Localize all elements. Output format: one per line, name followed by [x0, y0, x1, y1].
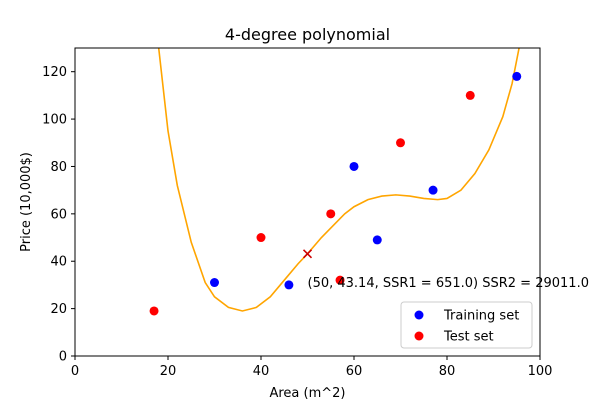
- training-point: [428, 185, 438, 195]
- training-point: [210, 278, 219, 288]
- legend-box: [400, 301, 533, 349]
- prediction-annotation: (50, 43.14, SSR1 = 651.0) SSR2 = 29011.0: [308, 276, 589, 291]
- plot-data-group: [149, 48, 522, 316]
- y-tick-label: 40: [50, 255, 67, 270]
- y-axis-label: Price (10,000$): [19, 152, 34, 252]
- training-point: [284, 280, 294, 290]
- legend-marker: [414, 331, 424, 341]
- test-point: [256, 233, 266, 243]
- training-point: [349, 161, 359, 171]
- legend-label: Test set: [443, 330, 494, 345]
- x-tick-label: 40: [253, 364, 270, 379]
- y-tick-label: 0: [59, 350, 67, 365]
- y-tick-label: 80: [50, 160, 67, 175]
- chart-title: 4-degree polynomial: [225, 25, 390, 44]
- x-axis-label: Area (m^2): [269, 386, 345, 400]
- x-tick-label: 0: [71, 364, 79, 379]
- test-point: [396, 138, 405, 148]
- y-tick-label: 20: [50, 302, 67, 317]
- test-point: [335, 275, 345, 285]
- plot-frame: [74, 47, 541, 357]
- x-tick-label: 80: [439, 364, 456, 379]
- legend: Training set Test set: [400, 301, 533, 349]
- training-point: [372, 235, 382, 245]
- y-tick-label: 100: [42, 113, 67, 128]
- y-tick-label: 120: [42, 65, 67, 80]
- test-point: [149, 306, 159, 316]
- legend-marker: [414, 310, 424, 320]
- x-tick-label: 100: [528, 364, 553, 379]
- test-point: [465, 90, 475, 100]
- prediction-marker: [302, 249, 313, 259]
- x-tick-label: 60: [346, 364, 363, 379]
- test-point: [326, 209, 336, 219]
- fitted-polynomial-curve: [157, 48, 520, 312]
- x-tick-label: 20: [160, 364, 177, 379]
- training-point: [512, 71, 522, 81]
- legend-label: Training set: [443, 309, 519, 324]
- y-tick-label: 60: [50, 207, 67, 222]
